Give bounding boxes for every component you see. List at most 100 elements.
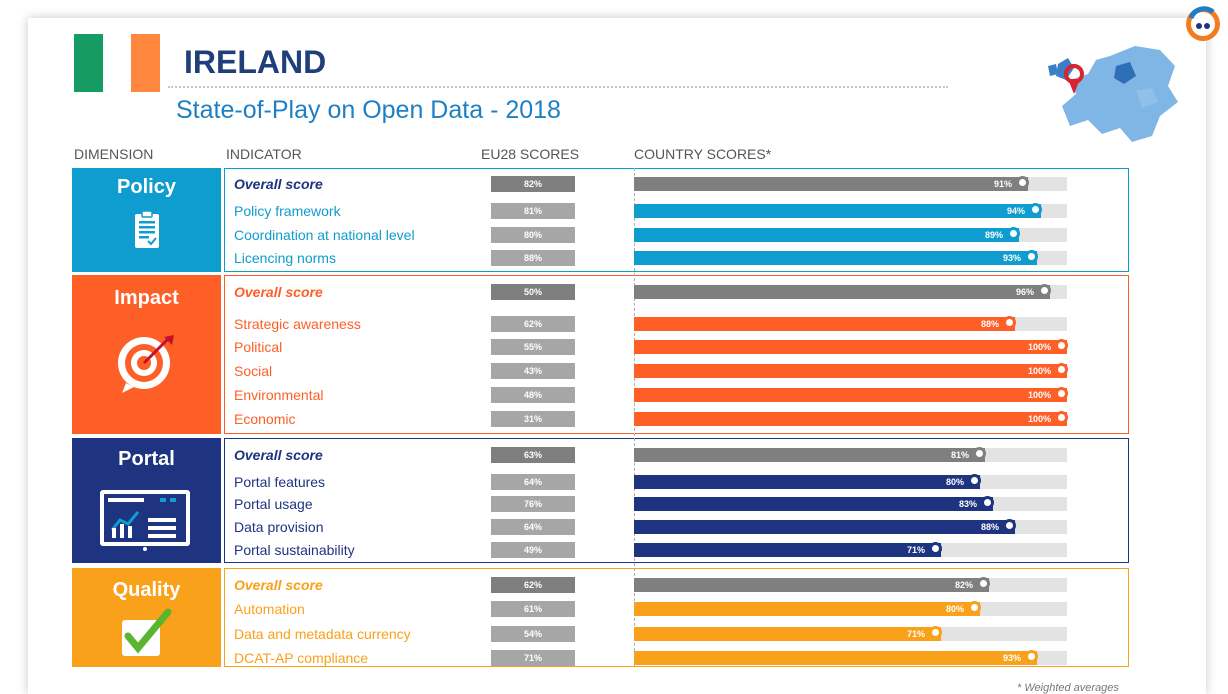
indicator-label: Economic: [234, 411, 296, 427]
country-score-bar: [634, 251, 1037, 265]
score-row: Overall score 50% 96%: [0, 282, 1228, 302]
country-score-label: 81%: [950, 450, 969, 460]
flag-orange-stripe: [131, 34, 161, 92]
score-marker-icon: [1007, 227, 1020, 240]
indicator-overall-label: Overall score: [234, 447, 323, 463]
indicator-label: Portal usage: [234, 496, 313, 512]
dimension-portal: Portal: [72, 438, 221, 563]
eu28-score-bar: 50%: [491, 284, 575, 300]
eu28-score-bar: 76%: [491, 496, 575, 512]
score-marker-icon: [981, 496, 994, 509]
score-marker-icon: [1038, 284, 1051, 297]
dimension-label: Policy: [117, 176, 176, 198]
country-score-label: 94%: [1006, 206, 1025, 216]
country-score-bar: [634, 578, 989, 592]
section-frame-policy: [224, 168, 1129, 272]
country-score-bar: [634, 543, 941, 557]
country-score-bar: [634, 520, 1015, 534]
eu28-score-bar: 31%: [491, 411, 575, 427]
country-score-label: 100%: [1027, 414, 1051, 424]
header-dimension: DIMENSION: [74, 146, 154, 162]
dimension-impact: Impact: [72, 275, 221, 434]
country-score-bar: [634, 364, 1067, 378]
country-score-bar: [634, 651, 1037, 665]
score-marker-icon: [1055, 339, 1068, 352]
score-marker-icon: [1025, 650, 1038, 663]
score-row: Environmental 48% 100%: [0, 385, 1228, 405]
ireland-flag: [74, 34, 161, 92]
score-row: Overall score 82% 91%: [0, 174, 1228, 194]
dimension-quality: Quality: [72, 568, 221, 667]
score-row: Data and metadata currency 54% 71%: [0, 624, 1228, 644]
indicator-label: Social: [234, 363, 273, 379]
eu28-score-bar: 88%: [491, 250, 575, 266]
score-row: Licencing norms 88% 93%: [0, 248, 1228, 268]
indicator-label: Policy framework: [234, 203, 341, 219]
eu28-score-bar: 80%: [491, 227, 575, 243]
dimension-policy: Policy: [72, 168, 221, 272]
eu28-score-bar: 62%: [491, 316, 575, 332]
indicator-label: Environmental: [234, 387, 324, 403]
eu28-score-bar: 43%: [491, 363, 575, 379]
country-score-bar: [634, 412, 1067, 426]
eu28-score-bar: 63%: [491, 447, 575, 463]
country-score-bar: [634, 317, 1015, 331]
score-row: Overall score 63% 81%: [0, 445, 1228, 465]
country-score-label: 71%: [906, 545, 925, 555]
indicator-overall-label: Overall score: [234, 577, 323, 593]
page-subtitle: State-of-Play on Open Data - 2018: [176, 96, 561, 124]
score-marker-icon: [1055, 363, 1068, 376]
checkmark-icon: [122, 608, 172, 656]
score-marker-icon: [1003, 316, 1016, 329]
score-marker-icon: [1016, 176, 1029, 189]
indicator-label: DCAT-AP compliance: [234, 650, 369, 666]
country-score-bar: [634, 602, 980, 616]
country-score-label: 80%: [945, 477, 964, 487]
clipboard-icon: [135, 210, 159, 248]
dimension-label: Portal: [118, 448, 175, 470]
eu28-score-bar: 54%: [491, 626, 575, 642]
country-score-bar: [634, 228, 1019, 242]
indicator-overall-label: Overall score: [234, 176, 323, 192]
country-score-label: 93%: [1002, 253, 1021, 263]
eu28-score-bar: 64%: [491, 519, 575, 535]
country-score-bar: [634, 285, 1050, 299]
score-marker-icon: [968, 474, 981, 487]
header-country: COUNTRY SCORES*: [634, 146, 772, 162]
indicator-label: Political: [234, 339, 283, 355]
eu28-score-bar: 61%: [491, 601, 575, 617]
dimension-label: Quality: [112, 579, 181, 601]
score-row: Coordination at national level 80% 89%: [0, 225, 1228, 245]
europe-map-icon: [1048, 46, 1178, 142]
target-icon: [118, 335, 174, 393]
country-score-bar: [634, 497, 993, 511]
country-score-label: 80%: [945, 604, 964, 614]
score-marker-icon: [929, 542, 942, 555]
score-marker-icon: [1029, 203, 1042, 216]
header-eu28: EU28 SCORES: [481, 146, 580, 162]
country-score-bar: [634, 177, 1028, 191]
location-pin-icon: [1064, 64, 1084, 94]
eu28-score-bar: 48%: [491, 387, 575, 403]
score-row: Policy framework 81% 94%: [0, 201, 1228, 221]
logo-icon: [1186, 6, 1220, 41]
eu28-score-bar: 82%: [491, 176, 575, 192]
score-row: Automation 61% 80%: [0, 599, 1228, 619]
eu28-score-bar: 49%: [491, 542, 575, 558]
score-marker-icon: [1055, 387, 1068, 400]
indicator-label: Data provision: [234, 519, 324, 535]
country-score-bar: [634, 204, 1041, 218]
country-score-label: 91%: [993, 179, 1012, 189]
eu28-score-bar: 64%: [491, 474, 575, 490]
page-title: IRELAND: [184, 44, 327, 80]
country-score-bar: [634, 475, 980, 489]
dimension-label: Impact: [114, 287, 179, 309]
score-marker-icon: [1025, 250, 1038, 263]
score-marker-icon: [1055, 411, 1068, 424]
country-score-label: 83%: [958, 499, 977, 509]
indicator-label: Coordination at national level: [234, 227, 415, 243]
score-marker-icon: [929, 626, 942, 639]
score-marker-icon: [977, 577, 990, 590]
eu28-score-bar: 55%: [491, 339, 575, 355]
score-row: Portal usage 76% 83%: [0, 494, 1228, 514]
